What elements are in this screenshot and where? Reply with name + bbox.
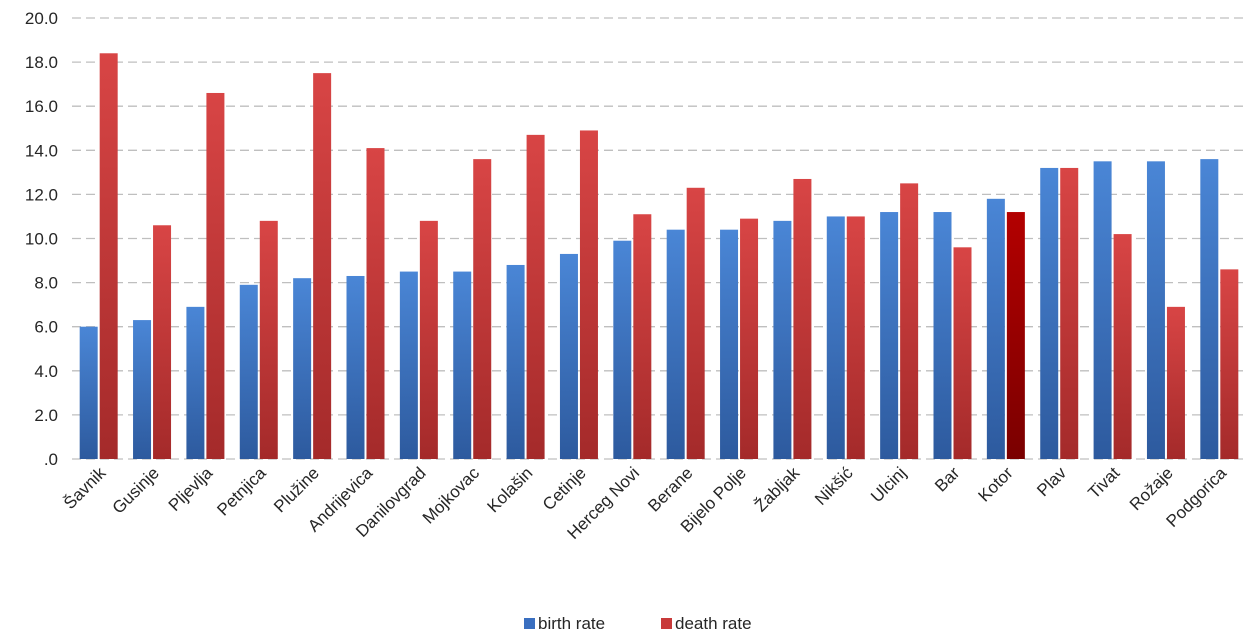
bar-death-rate (153, 225, 172, 459)
x-category-label: Šavnik (60, 463, 110, 513)
legend-label: death rate (675, 614, 752, 633)
y-tick-label: 8.0 (34, 274, 58, 293)
y-tick-label: 12.0 (25, 185, 58, 204)
bar-death-rate (793, 178, 812, 459)
bar-death-rate (900, 183, 919, 459)
bar-birth-rate (133, 320, 152, 459)
bar-birth-rate (79, 326, 98, 459)
x-category-label: Ulcinj (867, 463, 910, 506)
bar-death-rate (206, 92, 225, 459)
bar-birth-rate (613, 240, 632, 459)
x-category-label: Cetinje (539, 463, 590, 514)
bar-birth-rate (239, 284, 258, 459)
x-category-label: Kolašin (484, 463, 537, 516)
bar-death-rate (1113, 234, 1132, 459)
y-tick-label: .0 (44, 450, 58, 469)
legend: birth rate death rate (524, 614, 752, 633)
x-category-label: Berane (644, 463, 696, 515)
bar-birth-rate (399, 271, 418, 459)
bar-death-rate (686, 187, 705, 459)
x-category-label: Mojkovac (419, 463, 484, 528)
bar-birth-rate (346, 275, 365, 459)
y-tick-label: 10.0 (25, 230, 58, 249)
bar-death-rate (1006, 212, 1025, 459)
bars (79, 53, 1239, 460)
bar-death-rate (259, 220, 278, 459)
x-category-label: Plav (1033, 463, 1070, 500)
y-tick-label: 18.0 (25, 53, 58, 72)
bar-birth-rate (1146, 161, 1165, 459)
bar-birth-rate (506, 264, 525, 459)
bar-birth-rate (880, 212, 899, 459)
x-category-label: Tivat (1084, 463, 1123, 502)
x-category-label: Nikšić (811, 463, 857, 509)
bar-death-rate (579, 130, 598, 459)
bar-birth-rate (1093, 161, 1112, 459)
y-tick-label: 20.0 (25, 9, 58, 28)
bar-death-rate (419, 220, 438, 459)
y-tick-label: 2.0 (34, 406, 58, 425)
bar-birth-rate (1040, 167, 1059, 459)
bar-birth-rate (1200, 159, 1219, 459)
bar-death-rate (366, 148, 385, 459)
x-category-label: Bar (931, 463, 963, 495)
x-category-label: Rožaje (1126, 463, 1177, 514)
bar-birth-rate (826, 216, 845, 459)
bar-birth-rate (666, 229, 685, 459)
y-tick-label: 4.0 (34, 362, 58, 381)
x-category-label: Gusinje (109, 463, 163, 517)
bar-birth-rate (186, 306, 205, 459)
legend-swatch (661, 618, 672, 629)
bar-death-rate (740, 218, 759, 459)
bar-birth-rate (720, 229, 739, 459)
y-tick-label: 14.0 (25, 141, 58, 160)
bar-birth-rate (293, 278, 312, 459)
x-category-label: Plužine (270, 463, 323, 516)
bar-death-rate (633, 214, 652, 459)
bar-birth-rate (559, 253, 578, 459)
bar-death-rate (1060, 167, 1079, 459)
bar-birth-rate (453, 271, 472, 459)
legend-label: birth rate (538, 614, 605, 633)
bar-death-rate (473, 159, 492, 459)
x-category-label: Pljevlja (165, 463, 217, 515)
bar-birth-rate (933, 212, 952, 459)
bar-death-rate (99, 53, 118, 459)
bar-birth-rate (773, 220, 792, 459)
y-tick-label: 6.0 (34, 318, 58, 337)
bar-birth-rate (986, 198, 1005, 459)
bar-death-rate (313, 73, 332, 459)
y-tick-label: 16.0 (25, 97, 58, 116)
y-axis-ticks: .0 2.0 4.0 6.0 8.0 10.0 12.0 14.0 16.0 18.0 20.0 (25, 9, 58, 469)
x-category-label: Petnjica (213, 463, 270, 520)
bar-death-rate (953, 247, 972, 459)
x-category-label: Žabljak (751, 463, 804, 516)
x-category-label: Kotor (975, 463, 1017, 505)
bar-death-rate (1220, 269, 1239, 459)
legend-swatch (524, 618, 535, 629)
bar-death-rate (526, 134, 545, 460)
bar-death-rate (846, 216, 865, 459)
bar-death-rate (1166, 306, 1185, 459)
